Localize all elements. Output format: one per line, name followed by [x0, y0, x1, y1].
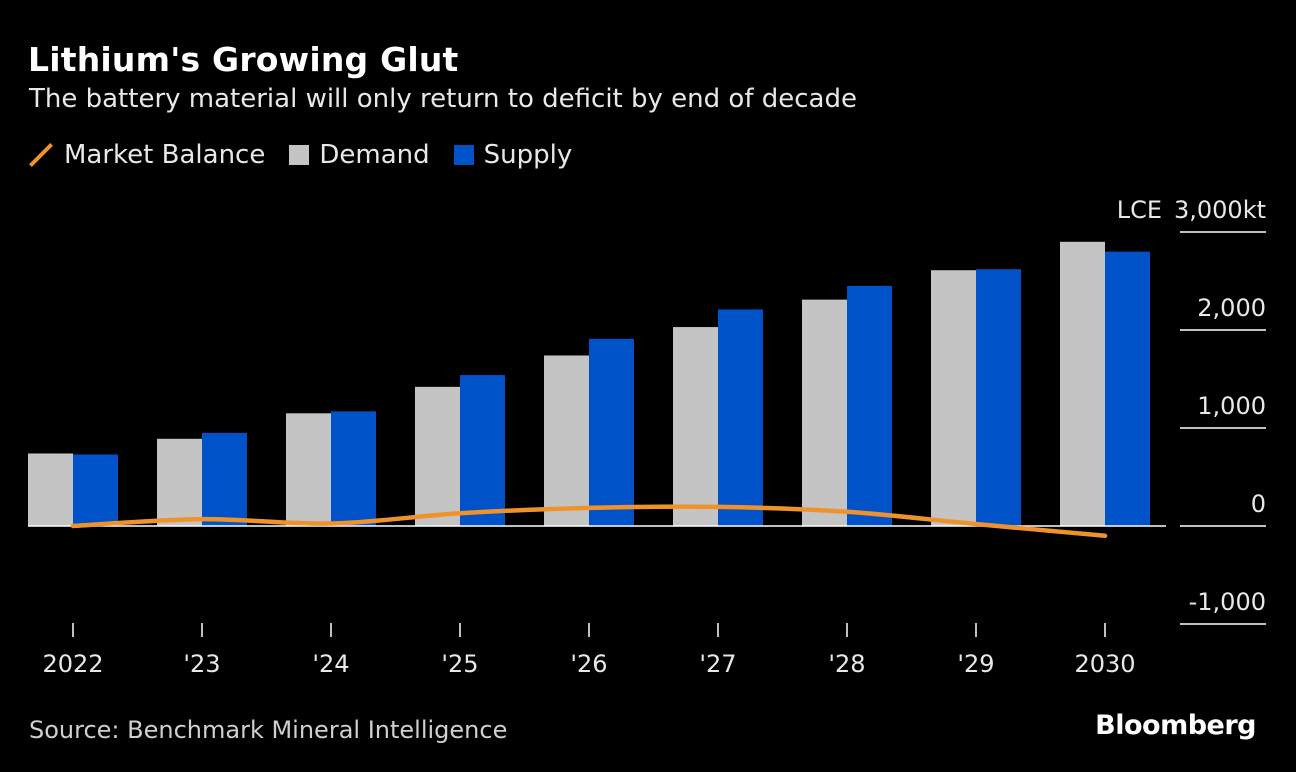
bar-supply-6: [847, 285, 892, 526]
legend-item-market-balance: Market Balance: [28, 140, 265, 170]
bar-demand-4: [544, 355, 589, 526]
axis-layer: 3,000kt LCE 2,000 1,000 0 -1,000 2022 '23 '24 '25…: [28, 196, 1266, 678]
bar-demand-2: [286, 413, 331, 526]
chart-legend: Market Balance Demand Supply: [28, 140, 596, 170]
legend-swatch-supply: [453, 145, 474, 165]
x-tick-label-7: '29: [957, 650, 994, 678]
bar-demand-0: [28, 453, 73, 526]
source-note: Source: Benchmark Mineral Intelligence: [29, 716, 508, 744]
bar-supply-4: [589, 338, 634, 526]
x-tick-label-3: '25: [441, 650, 478, 678]
legend-item-supply: Supply: [453, 140, 573, 170]
bar-demand-5: [673, 327, 718, 526]
y-tick-label-2: 1,000: [1197, 392, 1266, 420]
y-axis-unit-label: LCE: [1117, 196, 1162, 224]
x-tick-label-8: 2030: [1074, 650, 1135, 678]
x-tick-label-0: 2022: [42, 650, 103, 678]
bar-demand-6: [802, 299, 847, 526]
legend-item-demand: Demand: [289, 140, 430, 170]
legend-label-supply: Supply: [483, 140, 573, 170]
chart-title: Lithium's Growing Glut: [28, 40, 459, 79]
y-tick-label-4: -1,000: [1189, 588, 1266, 616]
bar-supply-7: [976, 269, 1021, 526]
bloomberg-logo: Bloomberg: [1095, 710, 1256, 741]
bar-supply-8: [1105, 251, 1150, 526]
bar-supply-0: [73, 454, 118, 526]
x-tick-label-2: '24: [312, 650, 349, 678]
bar-demand-3: [415, 386, 460, 526]
x-tick-label-1: '23: [183, 650, 220, 678]
x-tick-label-5: '27: [699, 650, 736, 678]
y-tick-label-0: 3,000kt: [1174, 196, 1266, 224]
bar-supply-2: [331, 411, 376, 526]
bar-supply-3: [460, 375, 505, 526]
bars-layer: [28, 241, 1150, 527]
x-tick-label-4: '26: [570, 650, 607, 678]
x-tick-label-6: '28: [828, 650, 865, 678]
y-tick-label-1: 2,000: [1197, 294, 1266, 322]
chart-subtitle: The battery material will only return to…: [29, 84, 857, 114]
legend-swatch-demand: [289, 145, 310, 165]
bar-supply-1: [202, 432, 247, 526]
bar-demand-7: [931, 270, 976, 526]
legend-label-demand: Demand: [319, 140, 430, 170]
y-tick-label-3: 0: [1251, 490, 1266, 518]
legend-label-market-balance: Market Balance: [64, 140, 266, 170]
bar-supply-5: [718, 309, 763, 526]
line-layer: [70, 504, 1108, 539]
bar-demand-8: [1060, 241, 1105, 527]
bar-demand-1: [157, 438, 202, 526]
